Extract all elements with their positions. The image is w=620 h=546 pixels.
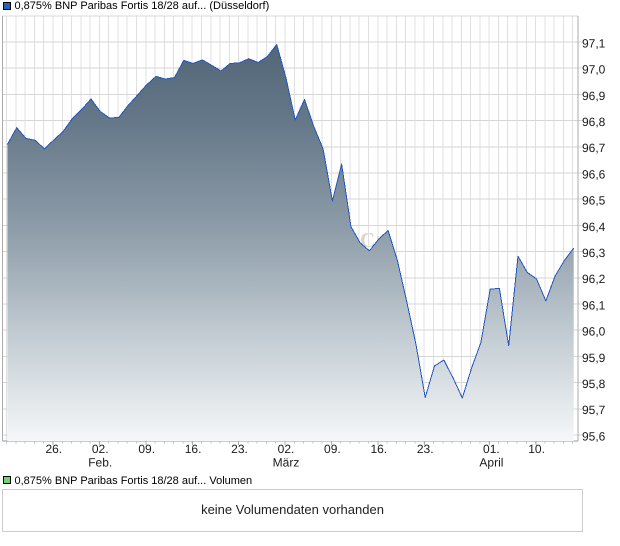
svg-text:02.: 02. — [92, 442, 109, 456]
svg-text:95,8: 95,8 — [582, 377, 606, 391]
svg-text:96,0: 96,0 — [582, 325, 606, 339]
svg-text:95,7: 95,7 — [582, 403, 606, 417]
svg-text:23.: 23. — [417, 442, 434, 456]
svg-text:96,1: 96,1 — [582, 298, 606, 312]
svg-text:Feb.: Feb. — [88, 456, 112, 470]
svg-text:96,6: 96,6 — [582, 167, 606, 181]
svg-text:02.: 02. — [278, 442, 295, 456]
svg-text:96,3: 96,3 — [582, 246, 606, 260]
svg-text:09.: 09. — [138, 442, 155, 456]
svg-text:96,7: 96,7 — [582, 141, 606, 155]
svg-text:01.: 01. — [483, 442, 500, 456]
svg-text:96,9: 96,9 — [582, 89, 606, 103]
svg-text:96,4: 96,4 — [582, 220, 606, 234]
svg-text:96,5: 96,5 — [582, 194, 606, 208]
svg-text:95,9: 95,9 — [582, 351, 606, 365]
svg-text:10.: 10. — [528, 442, 545, 456]
svg-text:95,6: 95,6 — [582, 429, 606, 443]
svg-text:16.: 16. — [185, 442, 202, 456]
svg-text:26.: 26. — [45, 442, 62, 456]
svg-text:März: März — [273, 456, 300, 470]
svg-text:09.: 09. — [324, 442, 341, 456]
svg-text:16.: 16. — [370, 442, 387, 456]
svg-text:23.: 23. — [231, 442, 248, 456]
svg-text:96,2: 96,2 — [582, 272, 606, 286]
svg-text:96,8: 96,8 — [582, 115, 606, 129]
svg-text:April: April — [479, 456, 503, 470]
svg-text:97,1: 97,1 — [582, 36, 606, 50]
svg-text:97,0: 97,0 — [582, 63, 606, 77]
